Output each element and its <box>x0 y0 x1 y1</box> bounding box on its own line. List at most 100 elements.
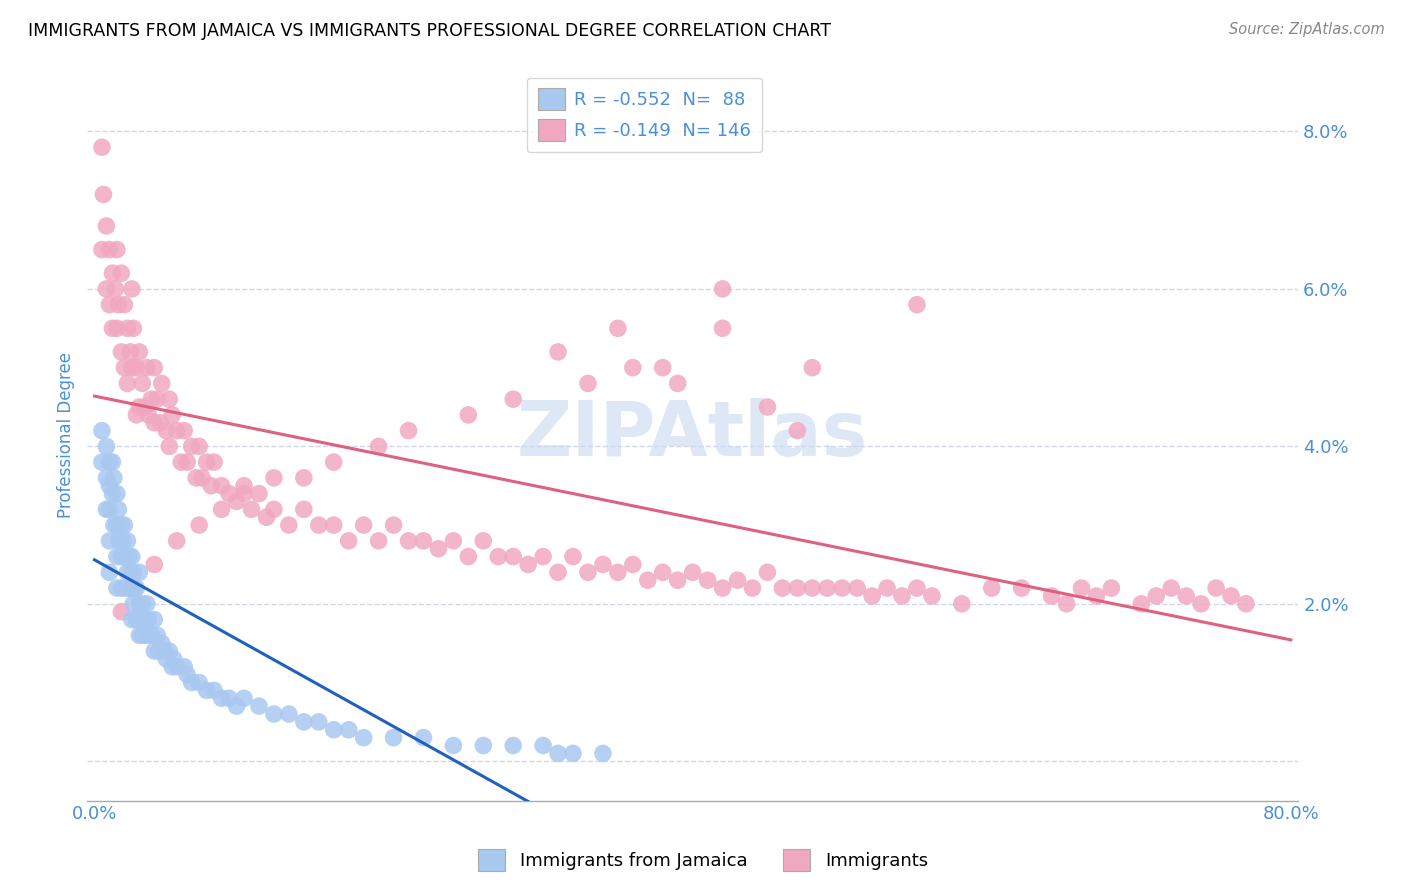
Point <box>121 282 143 296</box>
Point <box>876 581 898 595</box>
Point <box>121 581 143 595</box>
Point <box>149 416 172 430</box>
Point <box>98 479 121 493</box>
Point <box>547 747 569 761</box>
Point <box>104 282 127 296</box>
Point <box>98 566 121 580</box>
Point <box>621 558 644 572</box>
Point <box>666 376 689 391</box>
Point <box>141 392 163 406</box>
Point <box>110 266 132 280</box>
Point <box>200 479 222 493</box>
Point <box>441 739 464 753</box>
Point <box>105 581 128 595</box>
Point <box>107 502 129 516</box>
Point <box>121 581 143 595</box>
Point <box>322 455 344 469</box>
Point <box>112 360 135 375</box>
Point <box>117 376 139 391</box>
Point <box>121 360 143 375</box>
Point <box>150 376 173 391</box>
Point <box>122 597 145 611</box>
Point <box>96 219 118 233</box>
Point <box>905 298 928 312</box>
Point <box>756 400 779 414</box>
Point <box>756 566 779 580</box>
Point <box>98 298 121 312</box>
Point <box>105 321 128 335</box>
Point <box>846 581 869 595</box>
Point <box>176 667 198 681</box>
Point <box>980 581 1002 595</box>
Point <box>128 345 150 359</box>
Point <box>157 392 180 406</box>
Point <box>125 613 148 627</box>
Point <box>101 266 124 280</box>
Point <box>136 408 159 422</box>
Point <box>225 494 247 508</box>
Point <box>1144 589 1167 603</box>
Point <box>131 376 153 391</box>
Point <box>135 628 157 642</box>
Point <box>427 541 450 556</box>
Point <box>163 652 186 666</box>
Point <box>93 187 115 202</box>
Point <box>292 714 315 729</box>
Point <box>666 573 689 587</box>
Point <box>727 573 749 587</box>
Point <box>240 502 263 516</box>
Point <box>211 691 233 706</box>
Point <box>233 479 256 493</box>
Point <box>173 660 195 674</box>
Point <box>166 424 188 438</box>
Point <box>277 518 299 533</box>
Point <box>367 533 389 548</box>
Point <box>143 558 166 572</box>
Point <box>117 566 139 580</box>
Point <box>117 533 139 548</box>
Point <box>128 628 150 642</box>
Point <box>188 439 211 453</box>
Point <box>308 714 330 729</box>
Point <box>621 360 644 375</box>
Point <box>472 533 495 548</box>
Point <box>905 581 928 595</box>
Point <box>606 321 628 335</box>
Point <box>592 558 614 572</box>
Point <box>682 566 704 580</box>
Point <box>148 644 170 658</box>
Point <box>91 243 114 257</box>
Point <box>141 628 163 642</box>
Point <box>337 723 360 737</box>
Point <box>128 566 150 580</box>
Point <box>247 486 270 500</box>
Point <box>134 400 156 414</box>
Point <box>786 581 808 595</box>
Point <box>353 731 375 745</box>
Point <box>150 636 173 650</box>
Point <box>180 439 202 453</box>
Point <box>1085 589 1108 603</box>
Point <box>112 549 135 564</box>
Point <box>1070 581 1092 595</box>
Point <box>1220 589 1243 603</box>
Point <box>921 589 943 603</box>
Point <box>166 533 188 548</box>
Point <box>637 573 659 587</box>
Point <box>105 518 128 533</box>
Point <box>125 360 148 375</box>
Legend: Immigrants from Jamaica, Immigrants: Immigrants from Jamaica, Immigrants <box>471 842 935 879</box>
Point <box>247 699 270 714</box>
Point <box>562 549 585 564</box>
Point <box>1099 581 1122 595</box>
Point <box>131 597 153 611</box>
Point <box>1234 597 1257 611</box>
Point <box>110 518 132 533</box>
Point <box>173 424 195 438</box>
Text: Source: ZipAtlas.com: Source: ZipAtlas.com <box>1229 22 1385 37</box>
Point <box>122 321 145 335</box>
Point <box>801 360 824 375</box>
Point <box>153 644 176 658</box>
Point <box>292 502 315 516</box>
Point <box>91 455 114 469</box>
